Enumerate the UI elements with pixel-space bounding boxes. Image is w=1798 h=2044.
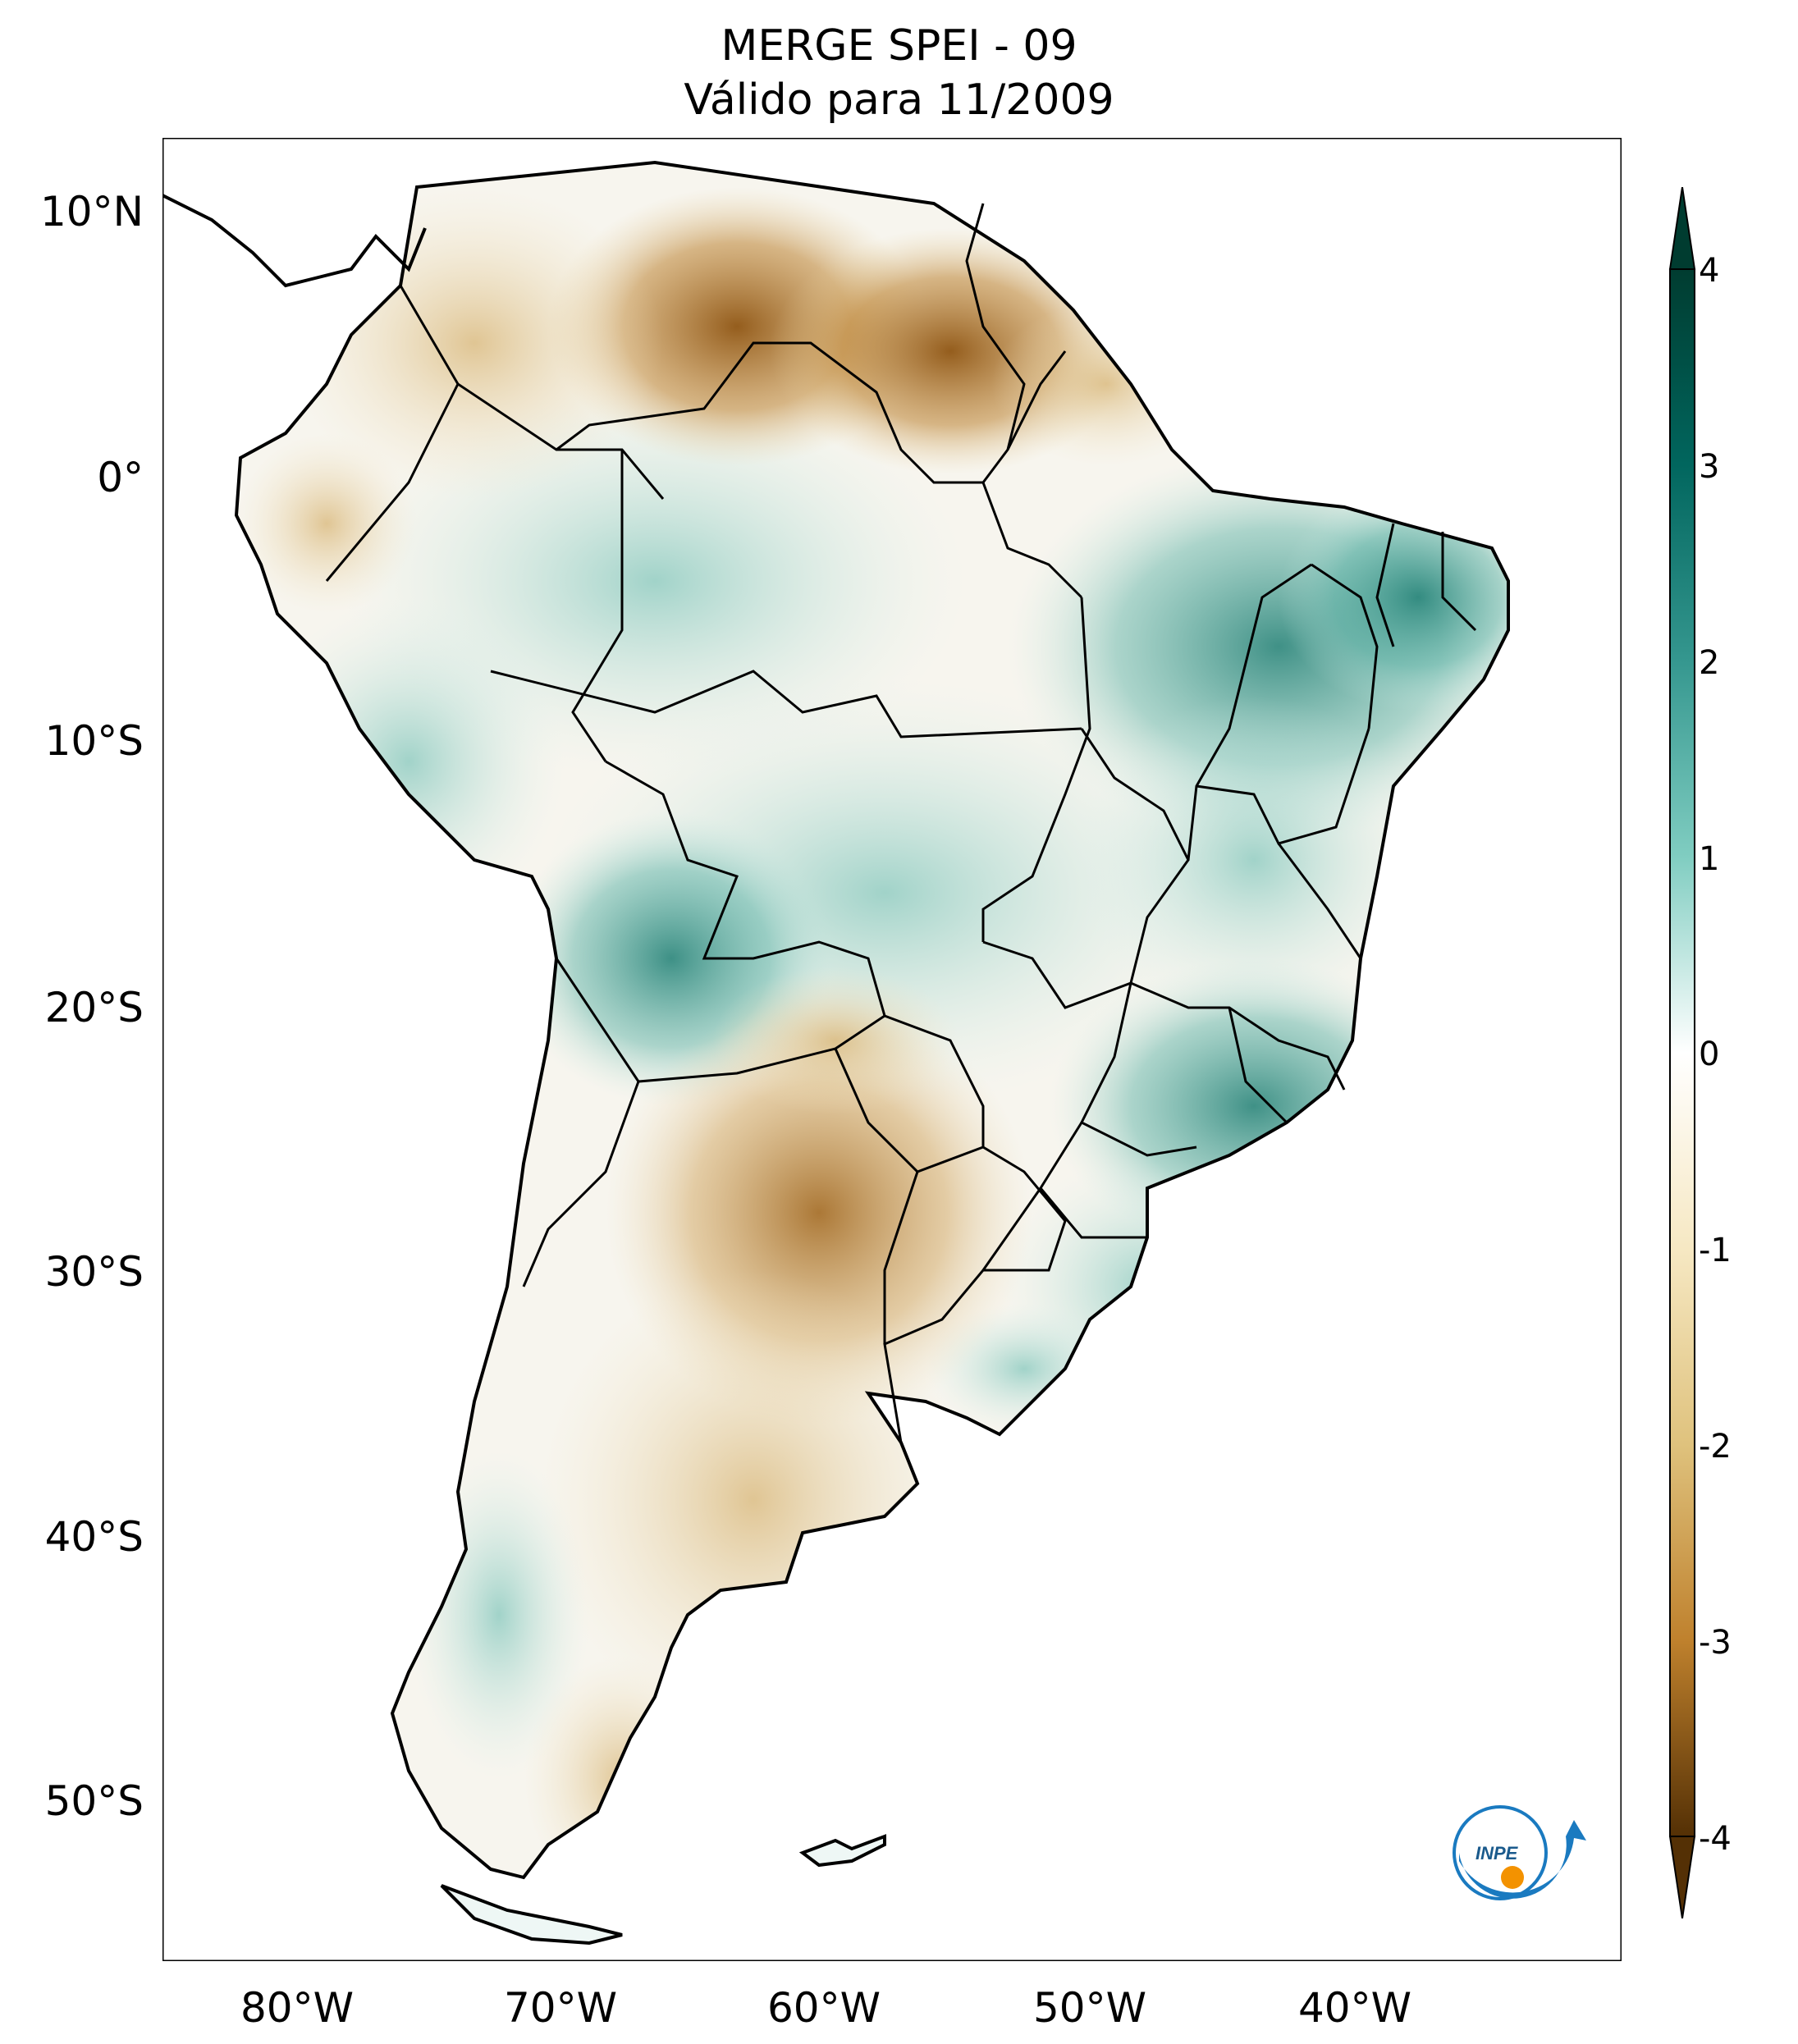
lat-label-20s: 20°S (44, 984, 144, 1031)
lat-label-10s: 10°S (44, 717, 144, 765)
lon-label-80w: 80°W (240, 1984, 355, 2032)
lat-label-50s: 50°S (44, 1777, 144, 1825)
colorbar-tick-neg4: -4 (1699, 1820, 1732, 1858)
logo-text: INPE (1475, 1843, 1519, 1863)
lon-label-40w: 40°W (1297, 1984, 1412, 2032)
lat-label-40s: 40°S (44, 1513, 144, 1561)
lat-label-0: 0° (97, 454, 144, 501)
colorbar-tick-neg2: -2 (1699, 1428, 1732, 1466)
colorbar-tick-1: 1 (1699, 840, 1720, 878)
map-panel: INPE (162, 138, 1622, 1961)
colorbar-tick-neg1: -1 (1699, 1232, 1732, 1269)
lat-label-30s: 30°S (44, 1248, 144, 1296)
inpe-logo: INPE (1453, 1805, 1586, 1900)
map-title: MERGE SPEI - 09 (721, 21, 1077, 71)
lon-label-60w: 60°W (766, 1984, 881, 2032)
lon-label-70w: 70°W (503, 1984, 618, 2032)
map-subtitle: Válido para 11/2009 (684, 75, 1114, 125)
colorbar-tick-4: 4 (1699, 252, 1720, 290)
colorbar-tick-2: 2 (1699, 644, 1720, 682)
lat-label-10n: 10°N (39, 188, 144, 235)
colorbar-tick-3: 3 (1699, 448, 1720, 486)
colorbar-tick-neg3: -3 (1699, 1624, 1732, 1662)
colorbar (1668, 187, 1696, 1918)
lon-label-50w: 50°W (1032, 1984, 1147, 2032)
colorbar-tick-0: 0 (1699, 1036, 1720, 1073)
